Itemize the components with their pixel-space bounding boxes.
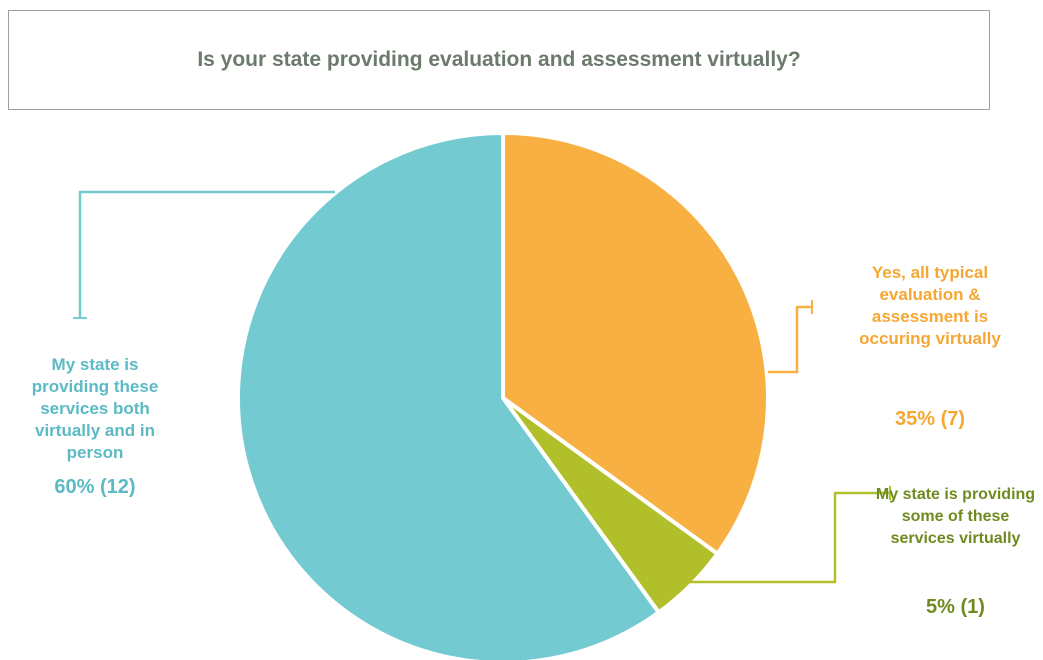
title-box: Is your state providing evaluation and a… [8, 10, 990, 110]
slices [236, 131, 770, 660]
chart-title: Is your state providing evaluation and a… [197, 48, 801, 71]
slice-label: My state is providing some of these serv… [875, 486, 1036, 547]
slice-value-label: 5% (1) [926, 596, 985, 618]
pie-slice [236, 131, 661, 660]
leader-line [688, 491, 890, 584]
slice-value-label: 60% (12) [54, 476, 136, 498]
leader-line [768, 305, 812, 374]
pie-slice [501, 131, 770, 556]
slice-label: Yes, all typical evaluation & assessment… [859, 263, 1001, 348]
leader-line [78, 190, 335, 318]
slice-label: My state is providing these services bot… [31, 355, 159, 462]
slice-value-label: 35% (7) [894, 408, 966, 430]
